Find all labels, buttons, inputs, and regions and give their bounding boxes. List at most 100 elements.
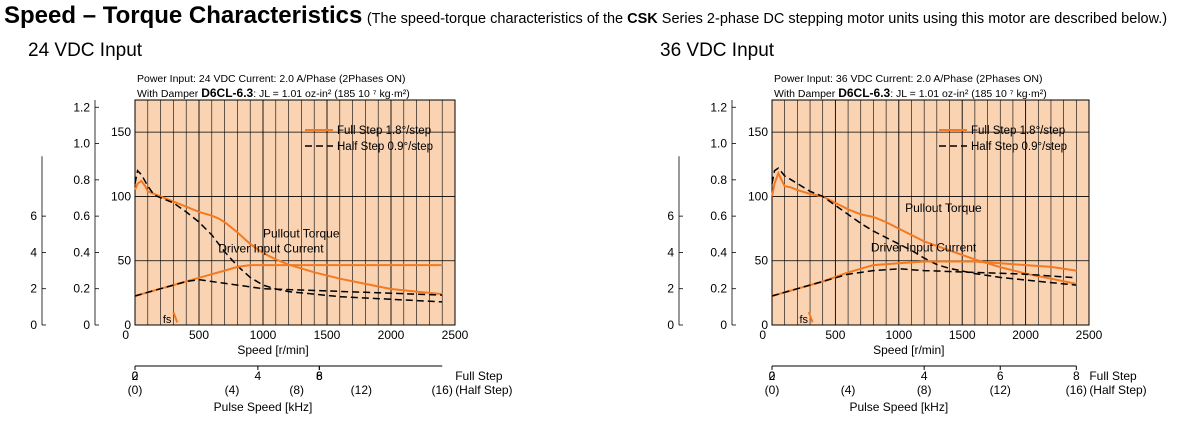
- current-curve-half-step: [771, 268, 1077, 297]
- pulse-speed-axis-label: Pulse Speed [kHz]: [849, 400, 948, 414]
- nm-tick-label: 0.2: [710, 282, 727, 296]
- current-curve-full-step: [771, 260, 1077, 297]
- speed-tick-label: 500: [189, 328, 209, 342]
- pulse-full-step-tick-label: 2: [132, 369, 139, 383]
- current-tick-label: 0: [667, 318, 674, 332]
- pulse-half-step-tick-label: (0): [128, 383, 143, 397]
- nm-tick-label: 1.0: [73, 137, 90, 151]
- legend-half-step-label: Half Step 0.9°/step: [337, 141, 433, 153]
- panel-title-36vdc: 36 VDC Input: [660, 40, 775, 61]
- speed-tick-label: 0: [122, 328, 129, 342]
- pulse-full-step-tick-label: 8: [1073, 369, 1080, 383]
- pulse-speed-axis-label: Pulse Speed [kHz]: [214, 400, 313, 414]
- torque-tick-label: 50: [755, 254, 769, 268]
- pulse-full-step-tick-label: 4: [921, 369, 928, 383]
- damper-inertia: : JL = 1.01 oz-in² (185 10 ⁷ kg·m²): [253, 88, 410, 100]
- panel-title-24vdc: 24 VDC Input: [28, 40, 143, 61]
- power-input-info: Power Input: 24 VDC Current: 2.0 A/Phase…: [137, 73, 405, 85]
- nm-tick-label: 0: [83, 318, 90, 332]
- damper-info: With Damper D6CL-6.3: JL = 1.01 oz-in² (…: [774, 86, 1047, 100]
- speed-tick-label: 1500: [314, 328, 341, 342]
- nm-tick-label: 1.2: [710, 100, 727, 114]
- speed-tick-label: 2500: [442, 328, 469, 342]
- fs-annotation: fs: [800, 314, 809, 326]
- legend-full-step-label: Full Step 1.8°/step: [337, 125, 431, 137]
- damper-model: D6CL-6.3: [838, 86, 890, 100]
- current-tick-label: 2: [30, 282, 37, 296]
- damper-model: D6CL-6.3: [201, 86, 253, 100]
- speed-tick-label: 1000: [885, 328, 912, 342]
- torque-tick-label: 0: [761, 318, 768, 332]
- torque-tick-label: 0: [124, 318, 131, 332]
- half-step-axis-label: (Half Step): [455, 383, 512, 397]
- nm-tick-label: 0.6: [73, 209, 90, 223]
- pulse-full-step-tick-label: 0: [132, 369, 139, 383]
- pulse-half-step-tick-label: (12): [351, 383, 372, 397]
- torque-tick-label: 50: [118, 254, 132, 268]
- speed-tick-label: 500: [825, 328, 845, 342]
- current-tick-label: 6: [30, 209, 37, 223]
- speed-tick-label: 0: [759, 328, 766, 342]
- full-step-axis-label: Full Step: [455, 369, 503, 383]
- damper-info: With Damper D6CL-6.3: JL = 1.01 oz-in² (…: [137, 86, 410, 100]
- current-tick-label: 4: [667, 245, 674, 259]
- nm-tick-label: 0.4: [710, 245, 727, 259]
- pulse-half-step-tick-label: (8): [917, 383, 932, 397]
- nm-tick-label: 0.2: [73, 282, 90, 296]
- pulse-half-step-tick-label: (4): [225, 383, 240, 397]
- current-tick-label: 0: [30, 318, 37, 332]
- nm-tick-label: 0: [720, 318, 727, 332]
- pulse-half-step-tick-label: (4): [841, 383, 856, 397]
- nm-tick-label: 0.8: [710, 173, 727, 187]
- power-input-info: Power Input: 36 VDC Current: 2.0 A/Phase…: [774, 73, 1042, 85]
- pulse-half-step-tick-label: (12): [990, 383, 1011, 397]
- current-tick-label: 6: [667, 209, 674, 223]
- plot-area: [134, 99, 456, 326]
- damper-info-prefix: With Damper: [774, 88, 838, 100]
- half-step-axis-label: (Half Step): [1089, 383, 1146, 397]
- speed-tick-label: 1500: [949, 328, 976, 342]
- current-curve-half-step: [134, 278, 443, 297]
- pulse-full-step-tick-label: 2: [769, 369, 776, 383]
- torque-curve-full-step: [134, 179, 443, 296]
- pullout-torque-annotation: Pullout Torque: [905, 201, 982, 215]
- pulse-full-step-tick-label: 6: [316, 369, 323, 383]
- speed-tick-label: 2000: [378, 328, 405, 342]
- speed-tick-label: 2500: [1076, 328, 1103, 342]
- speed-torque-chart-24vdc: Power Input: 24 VDC Current: 2.0 A/Phase…: [30, 73, 512, 414]
- torque-tick-label: 150: [111, 125, 131, 139]
- pulse-half-step-tick-label: (0): [765, 383, 780, 397]
- torque-curve-half-step: [771, 167, 1077, 286]
- pulse-full-step-tick-label: 6: [997, 369, 1004, 383]
- pulse-half-step-tick-label: (8): [289, 383, 304, 397]
- nm-tick-label: 0.6: [710, 209, 727, 223]
- page-title: Speed – Torque Characteristics: [4, 2, 363, 29]
- pulse-full-step-tick-label: 4: [255, 369, 262, 383]
- torque-tick-label: 150: [748, 125, 768, 139]
- nm-tick-label: 0.4: [73, 245, 90, 259]
- nm-tick-label: 0.8: [73, 173, 90, 187]
- legend-half-step-label: Half Step 0.9°/step: [971, 141, 1067, 153]
- pulse-half-step-tick-label: (16): [1066, 383, 1087, 397]
- subtitle-series-name: CSK: [627, 11, 658, 27]
- subtitle-start: (The speed-torque characteristics of the: [366, 11, 628, 27]
- full-step-axis-label: Full Step: [1089, 369, 1137, 383]
- damper-inertia: : JL = 1.01 oz-in² (185 10 ⁷ kg·m²): [890, 88, 1047, 100]
- speed-axis-label: Speed [r/min]: [237, 343, 308, 357]
- driver-input-current-annotation: Driver Input Current: [218, 241, 324, 255]
- fs-marker-line: [172, 311, 179, 323]
- driver-input-current-annotation: Driver Input Current: [871, 241, 977, 255]
- torque-tick-label: 100: [748, 189, 768, 203]
- speed-torque-chart-36vdc: Power Input: 36 VDC Current: 2.0 A/Phase…: [667, 73, 1146, 414]
- pulse-full-step-tick-label: 0: [769, 369, 776, 383]
- pulse-full-step-tick-label: 8: [316, 369, 323, 383]
- legend-full-step-label: Full Step 1.8°/step: [971, 125, 1065, 137]
- speed-tick-label: 1000: [250, 328, 277, 342]
- fs-marker-line: [807, 311, 814, 323]
- nm-tick-label: 1.0: [710, 137, 727, 151]
- current-tick-label: 4: [30, 245, 37, 259]
- speed-tick-label: 2000: [1012, 328, 1039, 342]
- damper-info-prefix: With Damper: [137, 88, 201, 100]
- plot-area: [771, 99, 1090, 326]
- speed-axis-label: Speed [r/min]: [873, 343, 944, 357]
